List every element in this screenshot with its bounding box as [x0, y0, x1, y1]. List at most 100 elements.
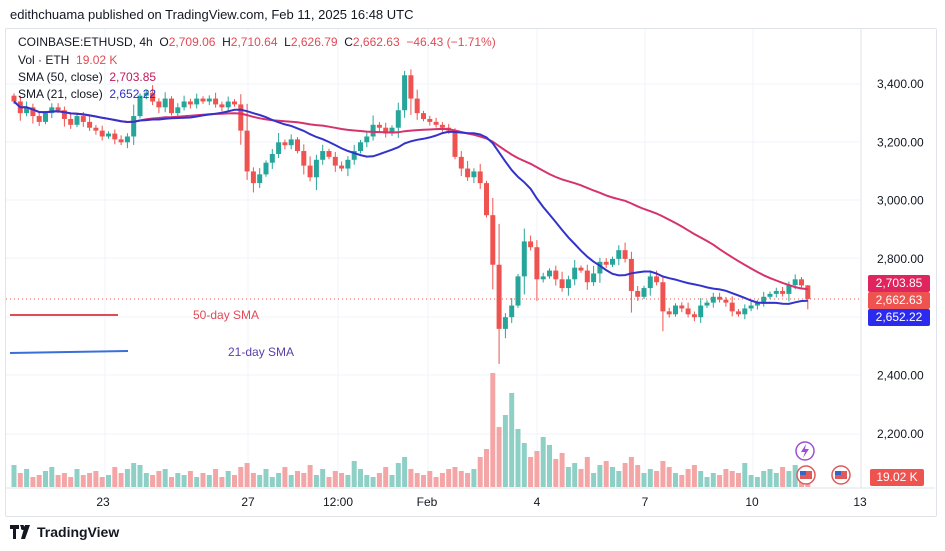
tradingview-logo[interactable]: TradingView: [10, 524, 119, 540]
volume-bar: [534, 451, 540, 487]
volume-bar: [358, 469, 363, 487]
volume-bar: [427, 471, 433, 487]
candle-body: [238, 104, 244, 131]
volume-bar: [61, 473, 67, 487]
candle-body: [326, 151, 332, 157]
volume-bar: [17, 473, 23, 487]
volume-bar: [326, 477, 332, 487]
volume-bar: [572, 463, 578, 487]
candle-body: [112, 133, 118, 140]
candle-body: [641, 288, 647, 297]
candle-body: [742, 308, 748, 315]
candle-body: [553, 270, 559, 280]
volume-bar: [383, 467, 389, 487]
volume-bar: [780, 467, 786, 487]
volume-bar: [767, 469, 773, 487]
volume-bar: [509, 393, 515, 487]
volume-bar: [93, 471, 99, 487]
volume-bar: [68, 477, 74, 487]
candle-body: [313, 159, 319, 178]
candle-body: [484, 183, 489, 216]
x-tick-label: 7: [642, 495, 649, 509]
volume-bar: [704, 477, 710, 487]
candle-body: [219, 104, 225, 108]
volume-bar: [376, 473, 382, 487]
volume-bar: [339, 473, 345, 487]
candle-body: [118, 139, 124, 143]
volume-bar: [452, 467, 458, 487]
candle-body: [452, 130, 458, 157]
volume-bar: [591, 473, 597, 487]
volume-bar: [484, 449, 489, 487]
candle-body: [616, 250, 622, 259]
volume-bar: [616, 471, 622, 487]
last-price-tag: 2,662.63: [868, 292, 930, 309]
candle-body: [679, 305, 685, 309]
candle-body: [269, 153, 275, 163]
volume-bar: [748, 475, 754, 487]
volume-bar: [181, 475, 187, 487]
y-tick-label: 3,400.00: [877, 77, 924, 91]
volume-bar: [232, 475, 237, 487]
candle-body: [169, 98, 174, 114]
candle-body: [288, 139, 294, 146]
volume-legend: Vol · ETH 19.02 K: [18, 53, 117, 67]
volume-bar: [402, 457, 408, 487]
volume-bar: [200, 473, 206, 487]
candle-body: [156, 101, 162, 108]
y-tick-label: 2,800.00: [877, 252, 924, 266]
candle-body: [383, 127, 389, 134]
candle-body: [351, 151, 357, 160]
candle-body: [748, 305, 754, 309]
candle-body: [124, 136, 130, 143]
candle-body: [80, 116, 86, 122]
x-tick-label: 4: [534, 495, 541, 509]
candle-body: [30, 107, 36, 117]
candle-body: [799, 279, 804, 286]
volume-bar: [87, 473, 93, 487]
y-tick-label: 3,000.00: [877, 194, 924, 208]
volume-bar: [43, 471, 48, 487]
flag-canton-icon: [835, 471, 841, 475]
volume-bar: [685, 469, 691, 487]
volume-bar: [118, 473, 124, 487]
volume-bar: [691, 465, 697, 487]
volume-bar: [584, 457, 590, 487]
volume-bar: [647, 469, 653, 487]
volume-bar: [565, 467, 571, 487]
volume-bar: [761, 471, 767, 487]
candle-body: [200, 98, 206, 102]
volume-bar: [408, 469, 414, 487]
volume-bar: [169, 477, 174, 487]
volume-bar: [754, 477, 760, 487]
volume-label: Vol · ETH: [18, 53, 70, 67]
candle-body: [780, 290, 786, 294]
tradingview-logo-icon: [10, 525, 30, 539]
x-tick-label: 23: [96, 495, 110, 509]
candle-body: [792, 279, 798, 286]
candle-body: [250, 171, 256, 184]
candle-body: [805, 285, 811, 299]
close-label: C: [344, 35, 353, 49]
candle-body: [502, 317, 508, 329]
candle-body: [263, 162, 269, 175]
volume-bar: [471, 469, 477, 487]
candle-body: [427, 118, 433, 122]
candle-body: [635, 290, 641, 297]
volume-bar: [477, 457, 483, 487]
y-tick-label: 2,200.00: [877, 427, 924, 441]
candle-body: [439, 124, 445, 128]
volume-bar: [723, 469, 729, 487]
candle-body: [477, 171, 483, 184]
candle-body: [691, 314, 697, 318]
candle-body: [276, 142, 282, 154]
low-value: 2,626.79: [290, 35, 338, 49]
candle-body: [244, 130, 250, 172]
chart-frame[interactable]: [5, 28, 937, 517]
sma50-legend: SMA (50, close) 2,703.85: [18, 70, 156, 84]
candle-body: [232, 101, 237, 105]
candle-body: [565, 279, 571, 289]
volume-bar: [792, 465, 798, 487]
volume-bar: [578, 469, 584, 487]
